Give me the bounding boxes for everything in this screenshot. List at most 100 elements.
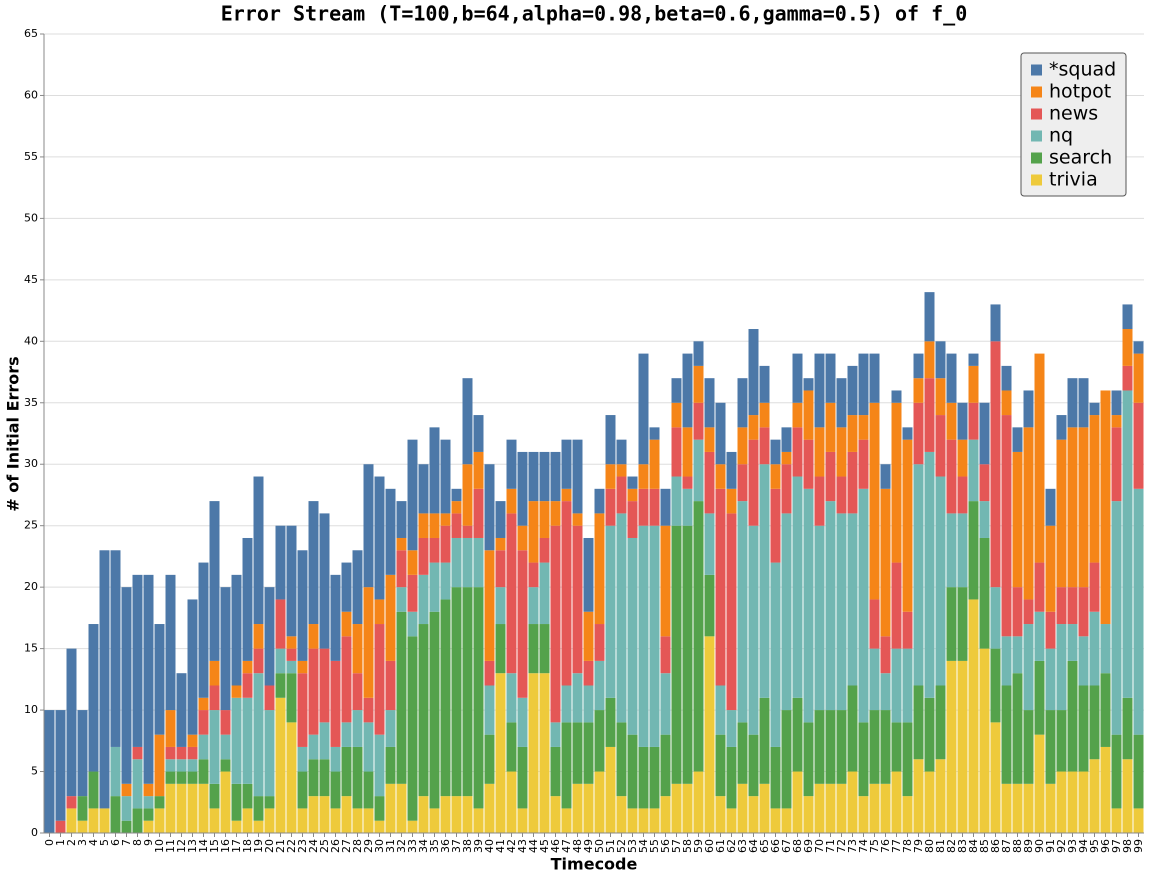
bar-segment	[682, 783, 693, 833]
bar-segment	[572, 525, 583, 674]
bar-segment	[517, 697, 528, 747]
bar-segment	[539, 501, 550, 538]
bar-segment	[825, 451, 836, 502]
bar-segment	[363, 464, 374, 588]
bar-segment	[957, 439, 968, 477]
bar-segment	[1067, 587, 1078, 625]
bar-segment	[913, 353, 924, 379]
bar-segment	[693, 771, 704, 833]
bar-segment	[66, 808, 77, 833]
bar-segment	[396, 587, 407, 612]
y-tick-label: 60	[24, 88, 38, 101]
y-tick-label: 20	[24, 580, 38, 593]
bar-segment	[286, 636, 297, 649]
bar-segment	[902, 439, 913, 612]
bar-segment	[1111, 390, 1122, 416]
bar-segment	[583, 537, 594, 612]
bar-segment	[869, 710, 880, 784]
bar-segment	[286, 722, 297, 833]
legend-swatch	[1031, 130, 1042, 142]
x-tick-label: 20	[263, 839, 276, 853]
bar-segment	[924, 378, 935, 452]
bar-segment	[671, 427, 682, 477]
bar-segment	[968, 402, 979, 440]
bar-segment	[1089, 402, 1100, 416]
x-tick-label: 21	[274, 839, 287, 853]
bar-segment	[869, 648, 880, 711]
bar-segment	[638, 488, 649, 526]
bar-segment	[231, 697, 242, 784]
bar-segment	[704, 636, 715, 833]
bar-segment	[781, 710, 792, 809]
bar-segment	[847, 415, 858, 452]
bar-segment	[847, 451, 858, 514]
bar-segment	[550, 451, 561, 502]
bar-segment	[1122, 759, 1133, 833]
bar-segment	[495, 587, 506, 625]
bar-segment	[759, 402, 770, 428]
bar-segment	[154, 808, 165, 833]
bar-segment	[352, 808, 363, 833]
y-tick-label: 55	[24, 150, 38, 163]
bar-segment	[165, 771, 176, 784]
bar-segment	[847, 685, 858, 772]
bar-segment	[638, 525, 649, 747]
bar-segment	[517, 525, 528, 551]
x-tick-label: 87	[1000, 839, 1013, 853]
bar-segment	[143, 808, 154, 821]
bar-segment	[858, 488, 869, 723]
bar-segment	[979, 402, 990, 465]
x-tick-label: 27	[340, 839, 353, 853]
bar-segment	[275, 648, 286, 674]
bar-segment	[869, 783, 880, 833]
bar-segment	[836, 783, 847, 833]
bar-segment	[319, 722, 330, 760]
bar-segment	[396, 550, 407, 588]
x-tick-label: 22	[285, 839, 298, 853]
bar-segment	[605, 697, 616, 747]
x-tick-label: 16	[219, 839, 232, 853]
bar-segment	[341, 636, 352, 723]
bar-segment	[880, 488, 891, 637]
bar-segment	[594, 660, 605, 711]
bar-segment	[539, 562, 550, 625]
bar-segment	[297, 673, 308, 747]
bar-segment	[946, 587, 957, 661]
bar-segment	[1001, 783, 1012, 833]
bar-segment	[440, 513, 451, 526]
bar-segment	[792, 476, 803, 698]
bar-segment	[418, 624, 429, 797]
bar-segment	[1023, 599, 1034, 625]
bar-segment	[968, 365, 979, 403]
bar-segment	[374, 796, 385, 821]
bar-segment	[935, 378, 946, 416]
bar-segment	[121, 783, 132, 797]
bar-segment	[825, 783, 836, 833]
x-tick-label: 2	[65, 839, 78, 846]
x-tick-label: 62	[725, 839, 738, 853]
bar-segment	[220, 710, 231, 735]
bar-segment	[330, 771, 341, 809]
x-tick-label: 47	[560, 839, 573, 853]
bar-segment	[627, 734, 638, 809]
x-tick-label: 68	[791, 839, 804, 853]
bar-segment	[990, 722, 1001, 833]
bar-segment	[1122, 304, 1133, 330]
bar-segment	[385, 574, 396, 661]
bar-segment	[1056, 415, 1067, 440]
bar-segment	[143, 783, 154, 797]
bar-segment	[242, 673, 253, 698]
bar-segment	[363, 722, 374, 772]
y-tick-label: 45	[24, 273, 38, 286]
bar-segment	[770, 808, 781, 833]
bar-segment	[891, 402, 902, 563]
bar-segment	[1067, 771, 1078, 833]
bar-segment	[715, 685, 726, 735]
x-tick-label: 41	[494, 839, 507, 853]
bar-segment	[957, 513, 968, 588]
x-tick-label: 96	[1099, 839, 1112, 853]
bar-segment	[968, 501, 979, 600]
bar-segment	[55, 710, 66, 821]
bar-segment	[1111, 501, 1122, 735]
